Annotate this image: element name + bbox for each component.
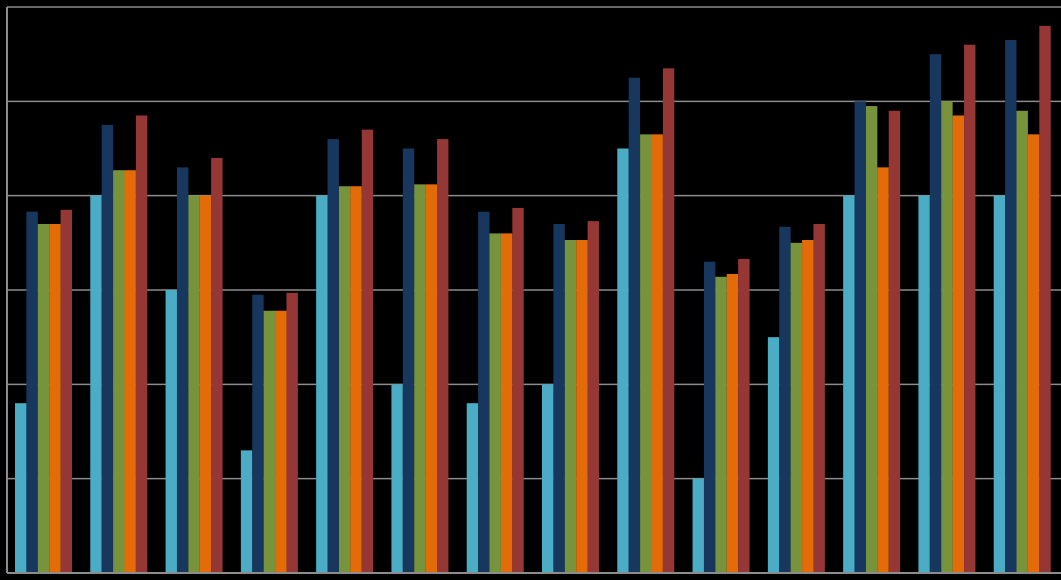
bar [165,290,177,573]
bar [692,478,704,573]
bar [361,129,374,573]
bar [703,261,716,573]
bar [587,221,599,574]
bar [425,184,438,573]
bar [316,195,328,573]
bar [738,258,750,573]
bar [26,211,38,573]
bar [101,124,114,574]
bar [124,170,136,574]
bar [651,134,663,573]
bar [1016,110,1028,574]
bar [199,195,212,573]
bar [888,110,901,574]
bar [726,273,739,573]
bar [500,233,513,573]
bar [929,54,942,573]
bar [338,186,351,573]
bar [327,139,339,574]
bar [437,139,449,574]
bar [964,44,976,573]
bar [466,403,479,573]
bar [211,157,223,573]
bar [512,207,524,573]
bar [1039,25,1051,574]
bar [542,384,554,573]
bar [564,240,577,573]
bar [790,242,803,574]
bar [1005,40,1017,574]
bar [90,195,102,573]
bar [553,223,565,573]
bar [176,167,189,573]
gridlines [7,6,1061,480]
bar [662,68,675,574]
bar [113,170,125,574]
bar [252,294,264,573]
bar [263,310,276,573]
bar [813,223,825,573]
bar [993,195,1006,573]
bar [135,115,148,573]
bar [402,148,415,573]
bar [286,292,298,573]
bar [640,134,652,573]
bar [37,223,50,573]
bar [843,195,855,573]
bar [941,101,953,573]
bar [952,115,965,573]
bar [188,195,200,573]
bar [767,337,780,573]
bar [617,148,629,573]
bar [391,384,403,573]
bar [918,195,930,573]
bar [275,310,287,573]
bar [802,240,814,573]
bar [865,106,878,574]
bar [49,223,61,573]
bar [1027,134,1040,573]
bar [478,211,490,573]
axes [6,7,1061,574]
bar [15,403,27,573]
bar [715,276,727,573]
bar [489,233,501,573]
bar [779,226,791,573]
bar [60,209,72,574]
bar-groups [15,25,1051,574]
bar [854,101,866,573]
bar [350,186,362,573]
bar [576,240,588,573]
bar [240,450,253,573]
bar [414,184,426,573]
bar [877,167,889,573]
bar [628,77,641,573]
